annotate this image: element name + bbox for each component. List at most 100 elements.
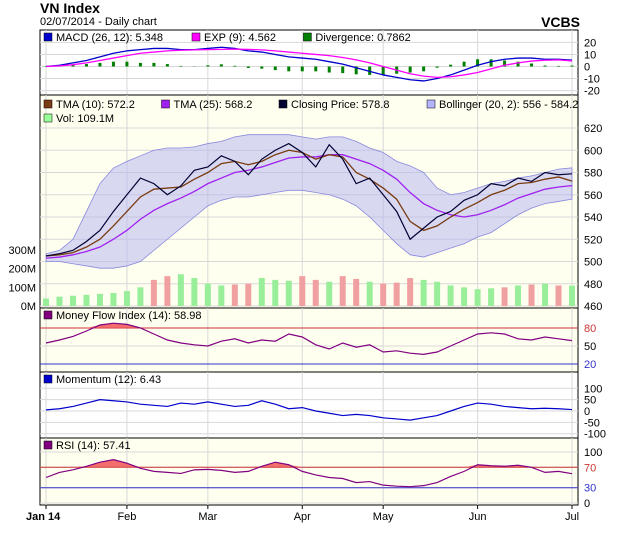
divergence-bar [300, 66, 304, 72]
legend-label: Vol: 109.1M [56, 113, 114, 125]
mfi-line [45, 322, 573, 356]
y-tick-label: 100 [584, 447, 602, 459]
legend-swatch [43, 310, 53, 320]
panel-frame [39, 371, 579, 439]
bollinger-band [45, 134, 573, 269]
divergence-bar [435, 66, 439, 68]
volume-bar [69, 295, 76, 306]
volume-bar [150, 279, 157, 306]
divergence-bar [71, 64, 75, 67]
divergence-bar [327, 66, 331, 73]
legend-label: Closing Price: 578.8 [291, 99, 389, 111]
panel-frame [39, 437, 579, 506]
volume-bar [366, 281, 373, 306]
divergence-bar [557, 65, 561, 67]
overbought-fill [275, 462, 289, 468]
volume-bar [231, 284, 238, 306]
legend-label: Momentum (12): 6.43 [56, 374, 161, 386]
divergence-bar [98, 62, 102, 67]
rsi-line [45, 459, 573, 488]
volume-bar [353, 278, 360, 306]
volume-bar [258, 278, 265, 306]
x-tick-label: Jan 14 [26, 511, 61, 523]
volume-bar [326, 281, 333, 306]
x-tick-label: May [373, 511, 394, 523]
y-tick-label: 50 [584, 395, 596, 407]
volume-bar [110, 292, 117, 306]
divergence-bar [246, 66, 250, 68]
divergence-bar [422, 66, 426, 72]
legend-swatch [43, 440, 53, 450]
volume-tick-label: 100M [8, 282, 36, 294]
divergence-bar [449, 64, 453, 67]
divergence-bar [152, 62, 156, 67]
volume-bar [434, 281, 441, 306]
divergence-bar [462, 61, 466, 67]
y-tick-label: 520 [584, 234, 602, 246]
legend-label: Bollinger (20, 2): 556 - 584.2 [439, 99, 578, 111]
volume-bar [164, 276, 171, 306]
volume-bar [272, 279, 279, 306]
divergence-bar [84, 64, 88, 67]
y-tick-label: 460 [584, 301, 602, 313]
y-tick-label: 10 [584, 49, 596, 61]
tma25-line [45, 154, 573, 259]
y-tick-label: 0 [584, 406, 590, 418]
divergence-bar [138, 62, 142, 67]
divergence-bar [489, 59, 493, 67]
volume-bar [528, 284, 535, 306]
divergence-bar [233, 65, 237, 67]
divergence-bar [503, 60, 507, 67]
divergence-bar [287, 66, 291, 72]
divergence-bar [516, 61, 520, 67]
volume-bar [461, 287, 468, 306]
divergence-bar [341, 66, 345, 74]
volume-bar [420, 279, 427, 306]
y-tick-label: -100 [584, 429, 606, 441]
legend-label: TMA (10): 572.2 [56, 99, 135, 111]
divergence-bar [111, 61, 115, 67]
x-tick-label: Feb [117, 511, 136, 523]
y-tick-label: 100 [584, 383, 602, 395]
volume-bar [339, 276, 346, 306]
volume-bar [83, 294, 90, 306]
y-tick-label: -20 [584, 86, 600, 98]
divergence-bar [206, 65, 210, 67]
legend-swatch [191, 32, 201, 42]
volume-bar [137, 287, 144, 306]
legend-swatch [303, 32, 312, 42]
overbought-fill [99, 323, 114, 328]
divergence-bar [408, 66, 412, 73]
divergence-bar [44, 66, 48, 67]
volume-bar [56, 296, 63, 306]
volume-bar [515, 285, 522, 306]
volume-bar [299, 276, 306, 306]
volume-tick-label: 200M [8, 264, 36, 276]
overbought-fill [99, 459, 114, 468]
legend-label: Money Flow Index (14): 58.98 [56, 310, 202, 322]
volume-bar [245, 283, 252, 306]
volume-bar [569, 285, 575, 306]
y-tick-label: -10 [584, 74, 600, 86]
volume-bar [204, 283, 211, 306]
y-tick-label: 0 [584, 62, 590, 74]
divergence-bar [219, 64, 223, 67]
panel-frame [39, 307, 579, 373]
legend-label: EXP (9): 4.562 [204, 32, 276, 44]
volume-bar [177, 274, 184, 306]
overbought-fill [113, 459, 127, 468]
chart-title: VN Index [40, 0, 100, 16]
divergence-bar [314, 66, 318, 72]
legend-swatch [161, 99, 170, 109]
brand-label: VCBS [541, 14, 580, 30]
y-tick-label: 560 [584, 190, 602, 202]
volume-bar [380, 283, 387, 306]
macd-line [45, 46, 573, 82]
y-tick-label: 80 [584, 323, 596, 335]
divergence-bar [381, 66, 385, 75]
legend-swatch [278, 99, 288, 109]
y-tick-label: 20 [584, 359, 596, 371]
volume-bar [488, 288, 495, 306]
legend-swatch [43, 374, 53, 384]
